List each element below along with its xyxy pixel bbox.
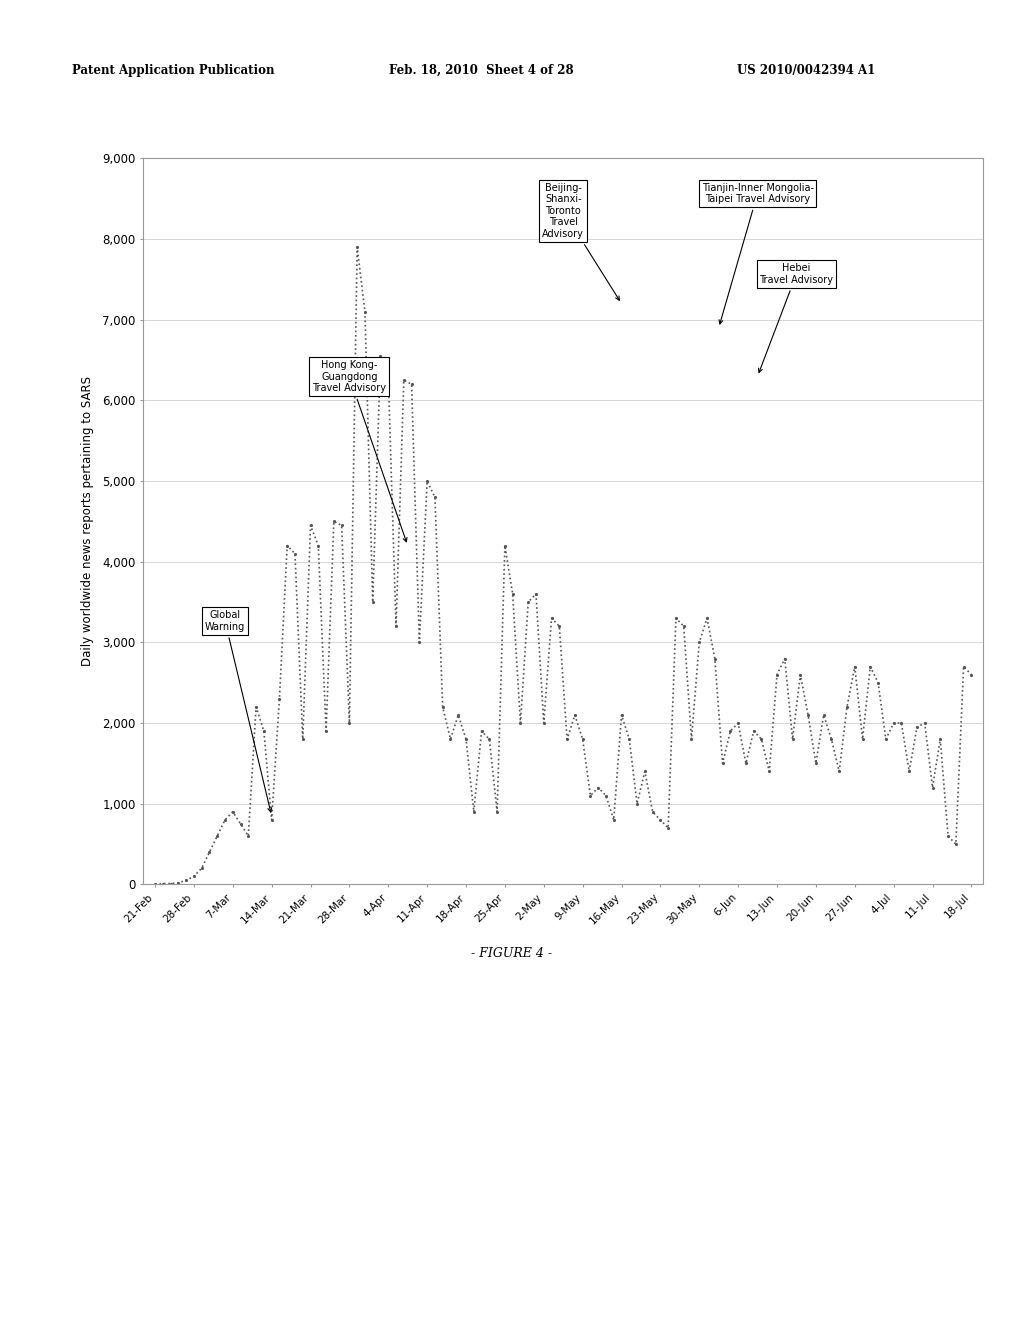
Text: Feb. 18, 2010  Sheet 4 of 28: Feb. 18, 2010 Sheet 4 of 28 bbox=[389, 63, 573, 77]
Text: Beijing-
Shanxi-
Toronto
Travel
Advisory: Beijing- Shanxi- Toronto Travel Advisory bbox=[543, 182, 620, 300]
Y-axis label: Daily worldwide news reports pertaining to SARS: Daily worldwide news reports pertaining … bbox=[81, 376, 94, 667]
Text: Hebei
Travel Advisory: Hebei Travel Advisory bbox=[759, 263, 834, 372]
Text: Tianjin-Inner Mongolia-
Taipei Travel Advisory: Tianjin-Inner Mongolia- Taipei Travel Ad… bbox=[701, 182, 814, 323]
Text: - FIGURE 4 -: - FIGURE 4 - bbox=[471, 946, 553, 960]
Text: Patent Application Publication: Patent Application Publication bbox=[72, 63, 274, 77]
Text: Global
Warning: Global Warning bbox=[205, 610, 271, 812]
Text: Hong Kong-
Guangdong
Travel Advisory: Hong Kong- Guangdong Travel Advisory bbox=[312, 360, 407, 541]
Text: US 2010/0042394 A1: US 2010/0042394 A1 bbox=[737, 63, 876, 77]
